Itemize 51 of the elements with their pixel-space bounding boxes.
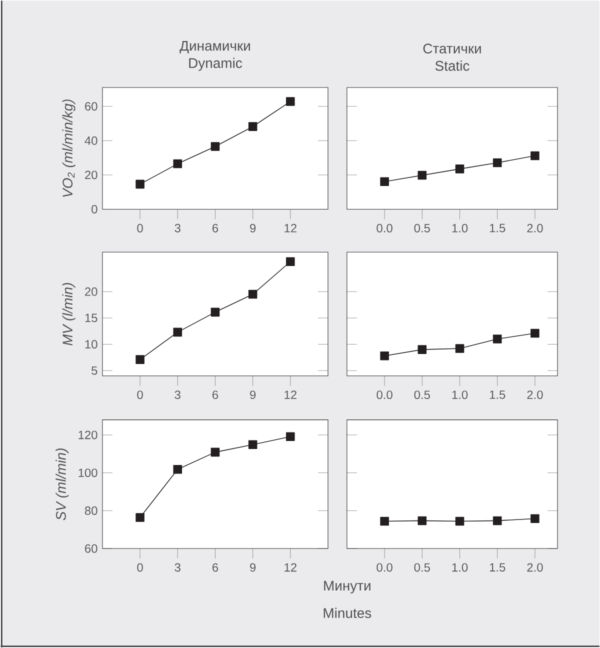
x-tick-label: 12 <box>284 563 296 572</box>
x-tick-label: 9 <box>250 390 256 400</box>
x-tick-label: 2.0 <box>527 390 543 400</box>
text: Minutes <box>324 608 372 618</box>
x-tick-label: 3 <box>174 224 180 232</box>
x-tick-label: 1.5 <box>490 390 506 399</box>
chart-title: Динамички <box>180 41 250 54</box>
y-tick-label: 80 <box>84 506 98 515</box>
x-tick-label: 0.0 <box>376 224 392 232</box>
x-tick-label: 3 <box>174 563 180 572</box>
x-tick-label: 1.0 <box>452 390 468 400</box>
x-tick-label: 1.5 <box>490 563 506 572</box>
y-axis-title: MV (l/min) <box>62 283 76 346</box>
chart-subtitle: Static <box>435 60 470 71</box>
x-tick-label: 2.0 <box>527 563 543 572</box>
x-tick-label: 0.5 <box>414 224 430 232</box>
x-tick-label: 3 <box>174 390 180 400</box>
y-tick-label: 15 <box>85 314 98 322</box>
y-tick-label: 20 <box>84 170 98 180</box>
x-tick-label: 12 <box>284 224 296 232</box>
x-tick-label: 2.0 <box>527 224 543 232</box>
x-tick-label: 12 <box>284 390 296 399</box>
y-axis-title: VO$_{2}$ (ml/min/kg) <box>62 100 76 197</box>
x-tick-label: 9 <box>250 563 256 572</box>
y-tick-label: 60 <box>84 102 98 111</box>
y-tick-label: 10 <box>85 340 98 349</box>
y-axis-title: SV (ml/min) <box>56 448 69 520</box>
y-tick-label: 60 <box>84 544 98 553</box>
x-tick-label: 0.5 <box>414 390 430 400</box>
x-tick-label: 0.5 <box>414 563 430 572</box>
x-tick-label: 6 <box>212 224 218 232</box>
x-tick-label: 6 <box>212 563 218 572</box>
x-tick-label: 1.5 <box>490 224 506 232</box>
x-tick-label: 0 <box>137 390 143 400</box>
y-tick-label: 0 <box>92 204 98 214</box>
y-tick-label: 5 <box>92 366 98 375</box>
x-tick-label: 1.0 <box>452 563 468 572</box>
x-tick-label: 6 <box>212 390 218 400</box>
x-tick-label: 9 <box>250 224 256 232</box>
chart-title: Статички <box>423 44 481 54</box>
y-tick-label: 100 <box>78 468 98 478</box>
chart-subtitle: Dynamic <box>189 58 242 71</box>
x-tick-label: 0.0 <box>376 563 392 572</box>
x-tick-label: 0.0 <box>376 390 392 400</box>
x-tick-label: 0 <box>137 224 143 232</box>
x-tick-label: 0 <box>137 563 143 572</box>
y-tick-label: 20 <box>84 287 98 296</box>
y-tick-label: 40 <box>84 136 98 145</box>
x-tick-label: 1.0 <box>452 224 468 232</box>
text: Минути <box>324 580 370 594</box>
y-tick-label: 120 <box>78 430 98 440</box>
